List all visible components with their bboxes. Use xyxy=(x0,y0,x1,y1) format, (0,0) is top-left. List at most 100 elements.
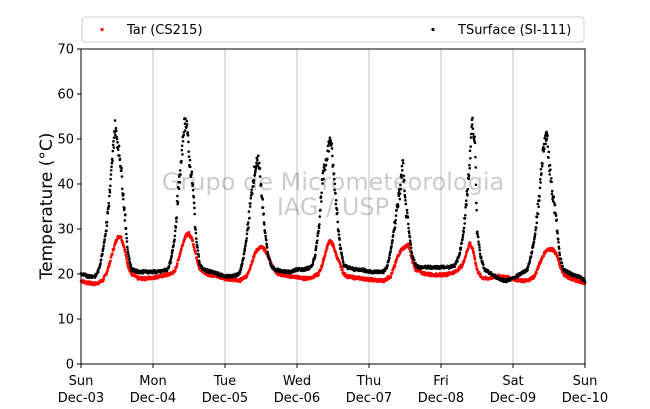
data-point xyxy=(190,170,194,174)
data-point xyxy=(330,147,334,150)
data-point xyxy=(475,208,478,212)
data-point xyxy=(176,194,179,198)
data-point xyxy=(272,266,276,269)
data-point xyxy=(124,253,128,257)
data-point xyxy=(335,253,338,257)
data-point xyxy=(400,173,403,177)
data-point xyxy=(403,193,407,197)
data-point xyxy=(317,229,320,233)
data-point xyxy=(263,229,266,232)
data-point xyxy=(409,243,413,246)
data-point xyxy=(394,214,398,217)
data-point xyxy=(541,162,544,166)
data-point xyxy=(459,246,463,249)
data-point xyxy=(105,224,109,227)
data-point xyxy=(178,255,181,258)
data-point xyxy=(399,183,402,187)
data-point xyxy=(399,187,403,191)
data-point xyxy=(175,265,179,268)
data-point xyxy=(456,260,459,263)
data-point xyxy=(173,238,176,241)
data-point xyxy=(248,216,251,220)
data-point xyxy=(400,176,403,179)
data-point xyxy=(389,249,392,253)
data-point xyxy=(125,232,128,236)
data-point xyxy=(463,222,466,225)
data-point xyxy=(247,210,251,213)
data-point xyxy=(263,247,267,251)
data-point xyxy=(123,247,127,251)
data-point xyxy=(194,237,198,240)
data-point xyxy=(550,180,553,184)
data-point xyxy=(396,205,400,208)
data-point xyxy=(257,161,261,165)
data-point xyxy=(180,144,184,148)
data-point xyxy=(408,239,412,243)
data-point xyxy=(321,260,325,264)
data-point xyxy=(395,209,398,212)
data-point xyxy=(338,243,342,247)
legend: Tar (CS215) TSurface (SI-111) xyxy=(81,16,585,43)
data-point xyxy=(170,251,174,255)
data-point xyxy=(389,275,393,278)
data-point xyxy=(538,178,542,181)
data-point xyxy=(252,178,256,182)
data-point xyxy=(123,206,126,210)
data-point xyxy=(402,178,406,182)
data-point xyxy=(108,190,112,194)
data-point xyxy=(538,195,541,198)
data-point xyxy=(582,277,586,280)
x-tick-label-day: Sat xyxy=(502,374,523,389)
data-point xyxy=(175,220,178,223)
data-point xyxy=(544,134,547,138)
data-point xyxy=(401,161,405,165)
data-point xyxy=(534,226,538,230)
data-point xyxy=(105,273,108,276)
data-point xyxy=(319,208,322,212)
data-point xyxy=(186,134,190,137)
data-point xyxy=(338,238,341,241)
data-point xyxy=(534,228,537,232)
data-point xyxy=(112,246,116,250)
data-point xyxy=(468,163,471,167)
data-point xyxy=(555,218,558,222)
data-point xyxy=(195,240,198,244)
data-point xyxy=(179,251,182,254)
x-tick-label-day: Thu xyxy=(356,374,381,389)
data-point xyxy=(474,166,477,169)
data-point xyxy=(334,202,338,206)
data-point xyxy=(557,247,561,250)
data-point xyxy=(390,242,394,245)
y-axis: 0 10 20 30 40 50 60 70 xyxy=(57,43,81,373)
data-point xyxy=(107,201,111,205)
y-tick-label: 0 xyxy=(66,358,74,373)
data-point xyxy=(471,132,475,136)
data-point xyxy=(401,169,404,172)
data-point xyxy=(334,198,338,202)
data-point xyxy=(400,164,404,168)
data-point xyxy=(177,257,181,261)
data-point xyxy=(173,269,177,273)
data-point xyxy=(187,150,191,153)
data-point xyxy=(317,226,321,230)
data-point xyxy=(339,264,343,268)
data-point xyxy=(253,173,257,176)
data-point xyxy=(390,244,393,248)
data-point xyxy=(394,218,397,222)
data-point xyxy=(461,235,465,239)
data-point xyxy=(111,149,115,153)
watermark-line-1: Grupo de Micrometeorologia xyxy=(162,168,504,196)
data-point xyxy=(542,145,545,149)
data-point xyxy=(106,211,110,215)
data-point xyxy=(196,246,199,249)
plot-frame xyxy=(80,48,586,365)
data-point xyxy=(539,181,542,184)
x-tick-label-date: Dec-08 xyxy=(418,391,464,406)
data-point xyxy=(467,246,470,250)
data-point xyxy=(536,268,539,271)
data-point xyxy=(474,155,477,159)
x-tick-label-day: Mon xyxy=(139,374,166,389)
data-point xyxy=(339,247,343,251)
data-point xyxy=(104,232,107,236)
